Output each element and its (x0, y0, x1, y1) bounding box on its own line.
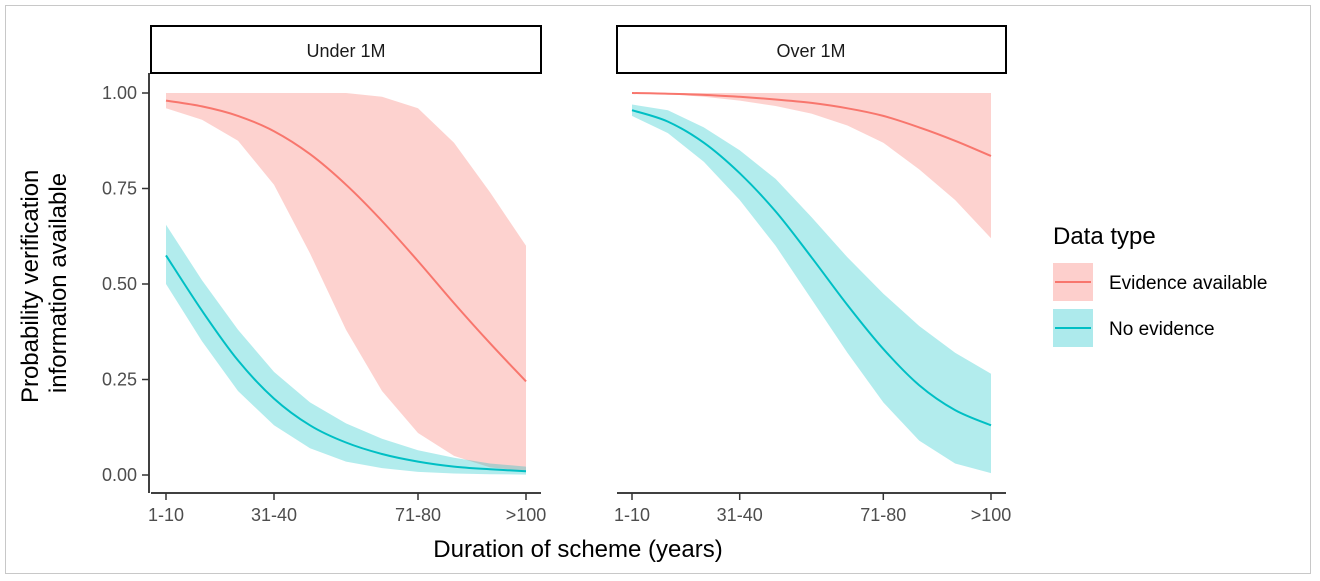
x-tick-label-over-1m-1: 31-40 (717, 505, 763, 525)
panel-under-1m: 1-10 31-40 71-80 >100 (148, 93, 546, 525)
y-axis: 0.00 0.25 0.50 0.75 1.00 (102, 73, 150, 493)
y-tick-label-1: 0.25 (102, 370, 137, 390)
legend: Data type Evidence available No evidence (1053, 223, 1267, 347)
x-tick-label-under-1m-2: 71-80 (395, 505, 441, 525)
strip-label-over-1m: Over 1M (776, 41, 845, 61)
strip-under-1m: Under 1M (150, 25, 542, 74)
y-axis-title: Probability verification information ava… (17, 163, 72, 403)
x-tick-label-over-1m-3: >100 (971, 505, 1012, 525)
x-tick-label-under-1m-1: 31-40 (251, 505, 297, 525)
legend-item-no-evidence: No evidence (1053, 309, 1215, 347)
x-tick-label-under-1m-3: >100 (506, 505, 547, 525)
ribbon-no-evidence-over-1m (632, 104, 991, 474)
ribbon-evidence-available-over-1m (632, 93, 991, 239)
y-tick-label-4: 1.00 (102, 83, 137, 103)
x-tick-label-over-1m-2: 71-80 (860, 505, 906, 525)
line-no-evidence-under-1m (165, 254, 527, 473)
legend-item-evidence-available: Evidence available (1053, 263, 1267, 301)
legend-title: Data type (1053, 223, 1156, 250)
figure-frame (5, 5, 1311, 574)
x-tick-label-under-1m-0: 1-10 (148, 505, 184, 525)
y-axis-title-line-1: Probability verification (17, 170, 44, 403)
panel-over-1m: 1-10 31-40 71-80 >100 (614, 92, 1012, 525)
line-no-evidence-over-1m (631, 109, 992, 427)
y-axis-title-line-2: information available (45, 173, 72, 393)
line-evidence-available-over-1m (631, 92, 992, 157)
y-tick-label-0: 0.00 (102, 465, 137, 485)
x-axis-title: Duration of scheme (years) (433, 536, 722, 563)
y-tick-label-3: 0.75 (102, 179, 137, 199)
y-tick-label-2: 0.50 (102, 274, 137, 294)
line-evidence-available-under-1m (165, 99, 527, 383)
legend-label-evidence-available: Evidence available (1109, 273, 1267, 294)
ribbon-evidence-available-under-1m (166, 93, 526, 472)
strip-over-1m: Over 1M (616, 25, 1007, 74)
strip-label-under-1m: Under 1M (306, 41, 385, 61)
ribbon-no-evidence-under-1m (166, 224, 526, 475)
legend-label-no-evidence: No evidence (1109, 319, 1215, 340)
x-tick-label-over-1m-0: 1-10 (614, 505, 650, 525)
